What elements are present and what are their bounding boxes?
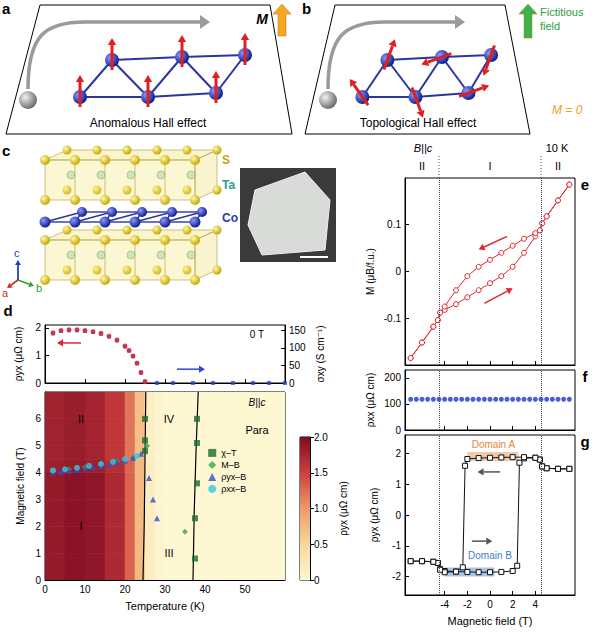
svg-text:0: 0 [42, 584, 48, 595]
svg-text:d: d [3, 302, 12, 319]
svg-text:0: 0 [35, 378, 41, 389]
svg-text:0.5: 0.5 [314, 539, 328, 550]
svg-text:0 T: 0 T [250, 329, 264, 340]
svg-text:1: 1 [395, 479, 401, 490]
svg-text:40: 40 [199, 584, 211, 595]
svg-text:0: 0 [314, 575, 320, 586]
svg-text:1: 1 [35, 548, 41, 559]
svg-text:χ–T: χ–T [221, 448, 237, 458]
svg-text:Anomalous Hall effect: Anomalous Hall effect [90, 116, 207, 130]
svg-text:200: 200 [384, 372, 401, 383]
svg-text:-0.1: -0.1 [384, 313, 402, 324]
svg-text:Co: Co [222, 211, 238, 225]
svg-text:0: 0 [289, 378, 295, 389]
svg-text:5: 5 [35, 440, 41, 451]
svg-text:150: 150 [289, 325, 306, 336]
svg-text:1.5: 1.5 [314, 467, 328, 478]
svg-text:c: c [2, 142, 10, 159]
svg-text:ρxx–B: ρxx–B [221, 484, 246, 494]
svg-text:ρxx (μΩ cm): ρxx (μΩ cm) [365, 373, 376, 427]
svg-text:II: II [555, 160, 561, 172]
svg-text:M–B: M–B [221, 460, 240, 470]
svg-text:σxy (S cm⁻¹): σxy (S cm⁻¹) [315, 326, 326, 383]
svg-text:0: 0 [395, 266, 401, 277]
svg-text:Magnetic field (T): Magnetic field (T) [448, 615, 533, 627]
svg-text:30: 30 [159, 584, 171, 595]
svg-text:Domain B: Domain B [468, 550, 512, 561]
svg-text:I: I [79, 520, 82, 532]
svg-text:1: 1 [35, 350, 41, 361]
svg-text:-1: -1 [392, 540, 401, 551]
svg-text:a: a [2, 287, 9, 299]
svg-text:a: a [2, 0, 11, 17]
svg-text:2: 2 [395, 448, 401, 459]
svg-text:B||c: B||c [249, 397, 266, 408]
svg-text:M: M [256, 11, 268, 27]
svg-text:M = 0: M = 0 [552, 103, 583, 117]
svg-text:6: 6 [35, 413, 41, 424]
svg-text:II: II [419, 160, 425, 172]
svg-text:Topological Hall effect: Topological Hall effect [360, 116, 477, 130]
svg-text:-4: -4 [440, 599, 449, 610]
svg-text:field: field [540, 20, 560, 32]
svg-text:b: b [36, 282, 42, 294]
svg-text:4: 4 [533, 599, 539, 610]
svg-text:f: f [583, 368, 589, 385]
svg-text:10 K: 10 K [546, 142, 569, 154]
svg-text:ρyx (μΩ cm): ρyx (μΩ cm) [13, 327, 24, 381]
svg-text:e: e [581, 176, 589, 193]
svg-text:Temperature (K): Temperature (K) [125, 600, 204, 612]
svg-text:Domain A: Domain A [472, 439, 516, 450]
svg-text:100: 100 [384, 398, 401, 409]
svg-text:M (μB/f.u.): M (μB/f.u.) [365, 248, 376, 295]
svg-text:S: S [222, 153, 230, 167]
svg-text:-2: -2 [392, 571, 401, 582]
svg-text:0: 0 [35, 575, 41, 586]
svg-text:0: 0 [487, 599, 493, 610]
svg-text:Para: Para [245, 424, 269, 436]
svg-text:b: b [302, 0, 311, 17]
svg-text:II: II [78, 413, 84, 425]
svg-text:50: 50 [239, 584, 251, 595]
svg-text:100: 100 [289, 342, 306, 353]
svg-text:2: 2 [35, 521, 41, 532]
svg-text:III: III [164, 547, 173, 559]
svg-text:2: 2 [510, 599, 516, 610]
svg-text:0.1: 0.1 [387, 219, 401, 230]
svg-text:g: g [580, 433, 589, 450]
svg-text:2: 2 [35, 322, 41, 333]
svg-text:IV: IV [164, 413, 175, 425]
svg-text:c: c [14, 247, 20, 259]
svg-text:4: 4 [35, 467, 41, 478]
svg-text:10: 10 [79, 584, 91, 595]
svg-text:0: 0 [395, 425, 401, 436]
svg-text:2.0: 2.0 [314, 432, 328, 443]
svg-text:-2: -2 [463, 599, 472, 610]
svg-text:Ta: Ta [222, 178, 235, 192]
svg-text:I: I [488, 160, 491, 172]
svg-text:20: 20 [119, 584, 131, 595]
svg-text:ρyx (μΩ cm): ρyx (μΩ cm) [338, 481, 349, 535]
svg-text:ρyx (μΩ cm): ρyx (μΩ cm) [369, 488, 380, 542]
svg-text:B||c: B||c [414, 142, 433, 154]
svg-text:ρyx–B: ρyx–B [221, 472, 246, 482]
svg-text:1.0: 1.0 [314, 503, 328, 514]
svg-text:Magnetic field (T): Magnetic field (T) [15, 447, 26, 524]
svg-text:3: 3 [35, 494, 41, 505]
svg-text:Fictitious: Fictitious [540, 6, 584, 18]
svg-text:50: 50 [289, 360, 301, 371]
svg-text:0: 0 [395, 510, 401, 521]
